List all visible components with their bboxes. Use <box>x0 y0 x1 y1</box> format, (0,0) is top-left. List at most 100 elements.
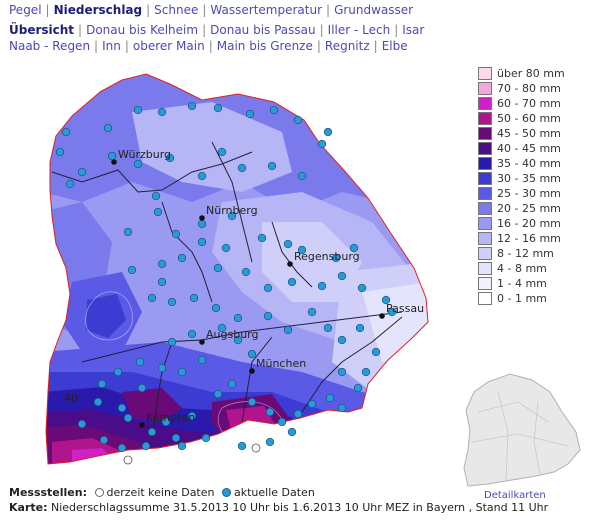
station-marker[interactable] <box>247 397 257 407</box>
station-marker[interactable] <box>147 293 157 303</box>
nav-grundwasser[interactable]: Grundwasser <box>334 3 414 17</box>
station-marker[interactable] <box>331 253 341 263</box>
station-marker[interactable] <box>265 407 275 417</box>
nav-main-grenze[interactable]: Main bis Grenze <box>216 39 313 53</box>
nav-naab-regen[interactable]: Naab - Regen <box>9 39 91 53</box>
station-marker[interactable] <box>141 441 151 451</box>
station-marker[interactable] <box>117 403 127 413</box>
overview-map[interactable] <box>458 372 586 490</box>
station-marker[interactable] <box>265 437 275 447</box>
station-marker[interactable] <box>277 417 287 427</box>
station-marker[interactable] <box>263 283 273 293</box>
station-marker[interactable] <box>297 245 307 255</box>
station-marker[interactable] <box>387 307 397 317</box>
nav-iller-lech[interactable]: Iller - Lech <box>327 23 391 37</box>
station-marker[interactable] <box>221 243 231 253</box>
station-marker[interactable] <box>349 243 359 253</box>
station-marker[interactable] <box>157 107 167 117</box>
station-marker[interactable] <box>151 191 161 201</box>
station-marker[interactable] <box>325 393 335 403</box>
station-marker[interactable] <box>157 259 167 269</box>
station-marker[interactable] <box>247 349 257 359</box>
nav-isar[interactable]: Isar <box>402 23 425 37</box>
precipitation-map[interactable]: 40 Würzburg Nürnberg Regensburg Passau Augsb… <box>42 72 430 470</box>
station-marker[interactable] <box>233 335 243 345</box>
station-marker[interactable] <box>237 441 247 451</box>
nav-oberer-main[interactable]: oberer Main <box>132 39 205 53</box>
station-marker[interactable] <box>211 303 221 313</box>
station-marker[interactable] <box>227 211 237 221</box>
station-marker[interactable] <box>167 297 177 307</box>
station-marker[interactable] <box>167 337 177 347</box>
station-marker[interactable] <box>355 323 365 333</box>
station-marker[interactable] <box>137 383 147 393</box>
station-marker[interactable] <box>337 271 347 281</box>
station-marker[interactable] <box>177 367 187 377</box>
station-marker[interactable] <box>77 167 87 177</box>
station-marker[interactable] <box>263 311 273 321</box>
station-marker[interactable] <box>201 433 211 443</box>
nav-elbe[interactable]: Elbe <box>381 39 408 53</box>
station-marker[interactable] <box>293 115 303 125</box>
station-marker[interactable] <box>323 323 333 333</box>
station-marker[interactable] <box>65 179 75 189</box>
nav-pegel[interactable]: Pegel <box>9 3 42 17</box>
nav-uebersicht[interactable]: Übersicht <box>9 23 75 37</box>
station-marker[interactable] <box>97 379 107 389</box>
station-marker-no-data[interactable] <box>123 455 133 465</box>
station-marker[interactable] <box>55 147 65 157</box>
station-marker[interactable] <box>187 411 197 421</box>
station-marker[interactable] <box>103 123 113 133</box>
station-marker[interactable] <box>123 413 133 423</box>
station-marker[interactable] <box>245 109 255 119</box>
station-marker[interactable] <box>77 419 87 429</box>
station-marker[interactable] <box>357 283 367 293</box>
station-marker[interactable] <box>241 267 251 277</box>
station-marker[interactable] <box>113 367 123 377</box>
station-marker[interactable] <box>213 263 223 273</box>
station-marker[interactable] <box>293 409 303 419</box>
station-marker[interactable] <box>283 325 293 335</box>
station-marker[interactable] <box>323 127 333 137</box>
station-marker[interactable] <box>213 389 223 399</box>
nav-inn[interactable]: Inn <box>102 39 121 53</box>
nav-donau-kelheim[interactable]: Donau bis Kelheim <box>86 23 199 37</box>
nav-niederschlag[interactable]: Niederschlag <box>53 3 143 17</box>
station-marker[interactable] <box>381 295 391 305</box>
station-marker[interactable] <box>197 237 207 247</box>
station-marker[interactable] <box>197 355 207 365</box>
station-marker[interactable] <box>157 363 167 373</box>
station-marker[interactable] <box>337 367 347 377</box>
station-marker[interactable] <box>361 367 371 377</box>
nav-regnitz[interactable]: Regnitz <box>324 39 370 53</box>
station-marker[interactable] <box>233 313 243 323</box>
nav-wassertemperatur[interactable]: Wassertemperatur <box>210 3 323 17</box>
station-marker[interactable] <box>133 159 143 169</box>
station-marker[interactable] <box>147 427 157 437</box>
station-marker[interactable] <box>257 233 267 243</box>
station-marker[interactable] <box>269 105 279 115</box>
station-marker[interactable] <box>307 307 317 317</box>
station-marker[interactable] <box>133 105 143 115</box>
station-marker[interactable] <box>165 153 175 163</box>
station-marker[interactable] <box>371 347 381 357</box>
nav-donau-passau[interactable]: Donau bis Passau <box>210 23 316 37</box>
station-marker[interactable] <box>337 335 347 345</box>
station-marker[interactable] <box>153 207 163 217</box>
station-marker[interactable] <box>99 435 109 445</box>
station-marker[interactable] <box>213 103 223 113</box>
station-marker[interactable] <box>287 277 297 287</box>
station-marker-no-data[interactable] <box>251 443 261 453</box>
station-marker[interactable] <box>337 403 347 413</box>
nav-schnee[interactable]: Schnee <box>154 3 199 17</box>
station-marker[interactable] <box>197 219 207 229</box>
station-marker[interactable] <box>197 171 207 181</box>
station-markers[interactable] <box>55 101 397 465</box>
station-marker[interactable] <box>187 329 197 339</box>
detail-maps-link[interactable]: Detailkarten <box>484 490 546 501</box>
station-marker[interactable] <box>135 357 145 367</box>
station-marker[interactable] <box>93 397 103 407</box>
station-marker[interactable] <box>117 443 127 453</box>
station-marker[interactable] <box>127 265 137 275</box>
station-marker[interactable] <box>287 427 297 437</box>
